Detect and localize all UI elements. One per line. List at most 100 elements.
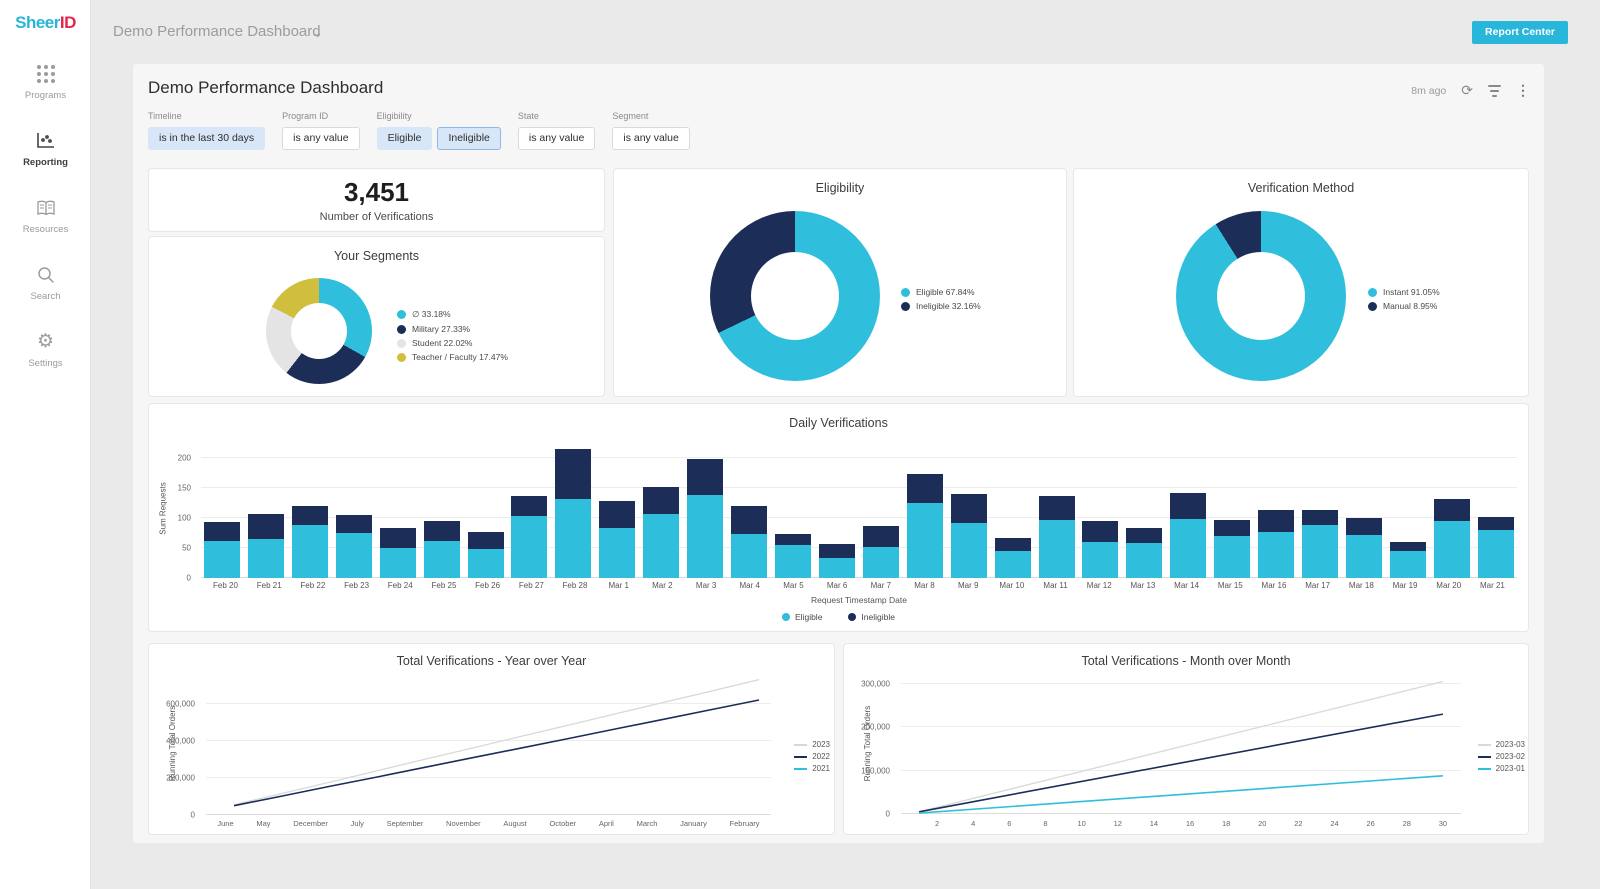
sidebar-item-label: Settings [28, 358, 63, 369]
verification-method-donut-chart [1176, 211, 1346, 381]
bar-mar-14 [1170, 446, 1207, 578]
bar-mar-1 [599, 446, 636, 578]
bar-mar-7 [862, 446, 899, 578]
legend-item: 2021 [794, 764, 830, 773]
legend-item: Ineligible 32.16% [901, 301, 981, 311]
filter-chip[interactable]: Eligible [376, 127, 433, 150]
filter-group-timeline: Timeline is in the last 30 days [148, 111, 266, 150]
filter-chip[interactable]: is any value [517, 127, 596, 150]
filter-label: Eligibility [376, 111, 412, 121]
kpi-value: 3,451 [343, 177, 410, 207]
logo-text-id: ID [59, 13, 77, 32]
eligibility-donut-chart [710, 211, 880, 381]
yoy-card: Total Verifications - Year over Year Run… [148, 643, 835, 835]
refresh-icon[interactable]: ⟳ [1461, 82, 1473, 98]
logo-text-sheer: Sheer [15, 13, 60, 32]
legend-item: Manual 8.95% [1368, 301, 1440, 311]
filter-group-program-id: Program ID is any value [282, 111, 360, 150]
sidebar: SheerID ✓ Programs Reporting [0, 0, 91, 889]
bar-mar-8 [906, 446, 943, 578]
report-center-button[interactable]: Report Center [1471, 21, 1568, 44]
y-axis-ticks: 0 100,000 200,000 300,000 [861, 679, 890, 819]
sidebar-item-settings[interactable]: ⚙ Settings [0, 324, 91, 378]
filter-icon[interactable] [1488, 84, 1501, 97]
bar-feb-23 [335, 446, 372, 578]
bar-mar-19 [1389, 446, 1426, 578]
eligibility-card: Eligibility Eligible 67.84% Ineligible 32… [613, 168, 1067, 397]
y-axis-ticks: 0 200,000 400,000 600,000 [166, 699, 195, 820]
chart-legend: ∅ 33.18% Military 27.33% Student 22.02% Tea… [397, 309, 508, 366]
filter-chip[interactable]: Ineligible [437, 127, 501, 150]
legend-item: Student 22.02% [397, 338, 508, 348]
book-icon [36, 198, 56, 217]
filter-bar: Timeline is in the last 30 days Program … [148, 111, 690, 150]
bar-mar-16 [1258, 446, 1295, 578]
filter-group-segment: Segment is any value [612, 111, 690, 150]
mom-card: Total Verifications - Month over Month R… [843, 643, 1529, 835]
scatter-chart-icon [36, 131, 55, 150]
page-title: Demo Performance Dashboard [148, 78, 384, 97]
sidebar-item-resources[interactable]: Resources [0, 190, 91, 244]
verification-method-card: Verification Method Instant 91.05% Manual… [1073, 168, 1529, 397]
filter-chip[interactable]: is any value [612, 127, 690, 150]
bar-mar-2 [643, 446, 680, 578]
gear-icon: ⚙ [36, 331, 55, 352]
filter-chip[interactable]: is any value [282, 127, 360, 150]
kpi-label: Number of Verifications [319, 211, 434, 223]
legend-item: 2023-03 [1477, 740, 1525, 749]
bar-feb-25 [423, 446, 460, 578]
bar-mar-3 [687, 446, 724, 578]
bar-mar-10 [994, 446, 1031, 578]
sidebar-item-label: Search [30, 291, 61, 302]
chart-legend: 2023-03 2023-02 2023-01 [1477, 740, 1525, 776]
filter-group-state: State is any value [517, 111, 596, 150]
bar-mar-6 [818, 446, 855, 578]
x-axis-ticks: 2 4 6 8 10 12 14 16 18 20 22 24 26 28 30 [935, 819, 1448, 828]
yoy-line-plot [206, 674, 771, 815]
bar-feb-22 [291, 446, 328, 578]
chart-title: Total Verifications - Year over Year [396, 654, 587, 668]
chart-legend: Eligible Ineligible [149, 612, 1528, 622]
filter-label: Timeline [148, 111, 182, 121]
bar-mar-15 [1214, 446, 1251, 578]
filter-chip[interactable]: is in the last 30 days [148, 127, 266, 150]
daily-verifications-card: Daily Verifications Sum Requests 0 50 100 1… [148, 403, 1529, 632]
bar-mar-20 [1433, 446, 1470, 578]
bar-feb-21 [247, 446, 284, 578]
legend-item: Instant 91.05% [1368, 287, 1440, 297]
your-segments-donut-chart [266, 278, 372, 384]
legend-item: 2022 [794, 752, 830, 761]
chart-title: Eligibility [815, 181, 865, 195]
grid-dots-icon [36, 64, 55, 83]
filter-label: Segment [612, 111, 649, 121]
bar-mar-18 [1345, 446, 1382, 578]
sidebar-item-search[interactable]: Search [0, 257, 91, 311]
y-axis-ticks: 0 50 100 150 200 [177, 453, 191, 583]
legend-item: 2023-02 [1477, 752, 1525, 761]
bar-mar-11 [1038, 446, 1075, 578]
legend-item: Eligible 67.84% [901, 287, 981, 297]
filter-label: Program ID [282, 111, 329, 121]
chart-title: Total Verifications - Month over Month [1081, 654, 1291, 668]
sidebar-item-reporting[interactable]: Reporting [0, 123, 91, 177]
logo-check-icon: ✓ [83, 15, 91, 24]
legend-item: 2023-01 [1477, 764, 1525, 773]
chart-legend: 2023 2022 2021 [794, 740, 830, 776]
legend-item: Military 27.33% [397, 324, 508, 334]
mom-line-plot [901, 675, 1461, 814]
sidebar-item-label: Resources [22, 224, 69, 235]
bar-feb-24 [379, 446, 416, 578]
sidebar-item-label: Programs [24, 90, 67, 101]
sheerid-logo: SheerID ✓ [0, 13, 91, 33]
kebab-menu-icon[interactable]: ⋮ [1516, 82, 1530, 98]
sidebar-item-programs[interactable]: Programs [0, 56, 91, 110]
bar-mar-13 [1126, 446, 1163, 578]
legend-item: ∅ 33.18% [397, 309, 508, 320]
chevron-down-icon[interactable]: ⌄ [312, 25, 323, 40]
legend-item: Ineligible [848, 612, 895, 622]
bar-feb-20 [204, 446, 240, 578]
bar-feb-28 [555, 446, 592, 578]
bar-mar-12 [1082, 446, 1119, 578]
legend-item: 2023 [794, 740, 830, 749]
your-segments-card: Your Segments ∅ 33.18% Military 27.33% Stu… [148, 236, 605, 397]
